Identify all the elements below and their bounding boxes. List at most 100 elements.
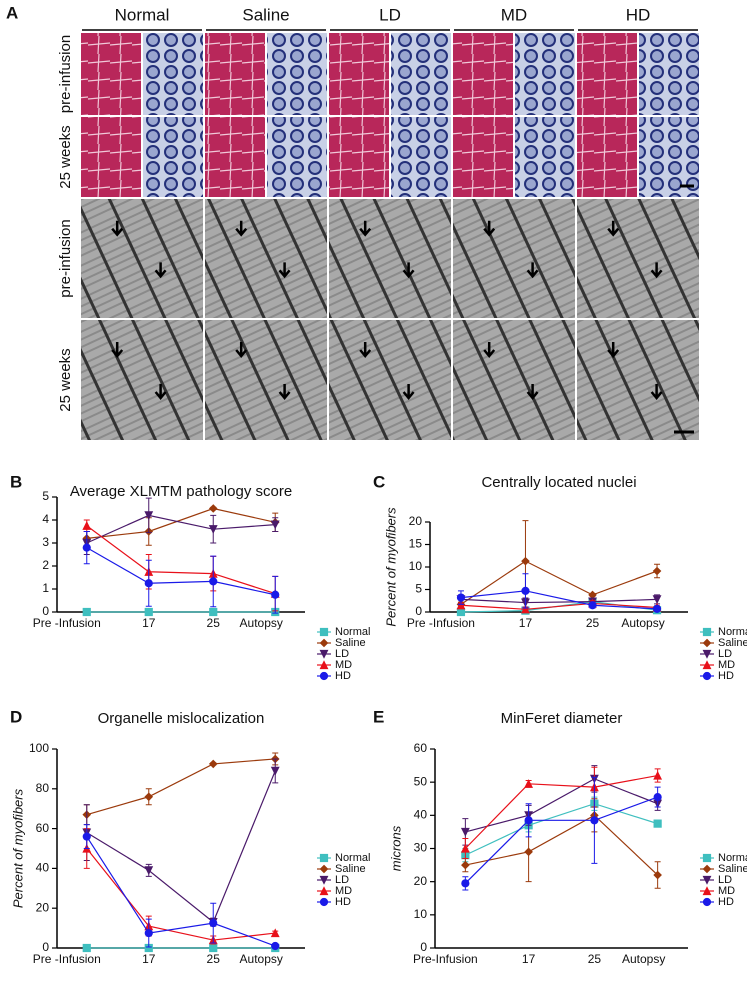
row-label: 25 weeks — [57, 348, 74, 411]
y-tick-label: 60 — [414, 741, 428, 755]
legend-marker — [319, 649, 329, 659]
data-point — [208, 759, 218, 769]
he-micrograph — [81, 117, 141, 197]
em-micrograph — [329, 320, 451, 440]
em-micrograph — [453, 320, 575, 440]
series-line — [465, 814, 659, 876]
data-point — [524, 779, 534, 788]
data-point — [209, 607, 218, 617]
legend-marker — [702, 638, 712, 648]
data-point — [588, 601, 597, 610]
data-point — [144, 607, 153, 617]
legend-label: Normal — [718, 626, 747, 638]
toluidine-micrograph — [391, 33, 451, 115]
data-point — [270, 520, 280, 530]
series-line — [86, 758, 276, 816]
y-tick-label: 0 — [42, 604, 49, 618]
data-point — [521, 556, 530, 566]
em-micrograph — [81, 199, 203, 318]
row-label: pre-infusion — [57, 35, 74, 113]
y-tick-label: 10 — [414, 907, 428, 921]
legend-marker — [319, 853, 329, 863]
y-tick-label: 100 — [29, 741, 49, 755]
panel-label: D — [10, 707, 22, 726]
data-point — [653, 770, 663, 780]
arrow — [483, 342, 496, 358]
he-micrograph — [329, 117, 389, 197]
x-tick-label: Pre -Infusion — [33, 616, 101, 630]
y-tick-label: 0 — [420, 940, 427, 954]
y-tick-label: 40 — [36, 861, 50, 875]
he-micrograph — [205, 117, 265, 197]
arrow — [278, 384, 291, 400]
row-label: 25 weeks — [57, 125, 74, 188]
y-tick-label: 20 — [414, 874, 428, 888]
x-tick-label: Pre-Infusion — [413, 952, 478, 966]
legend-label: LD — [718, 648, 732, 660]
arrow — [483, 220, 496, 237]
y-tick-label: 3 — [42, 535, 49, 549]
he-micrograph — [205, 33, 265, 115]
arrow — [235, 220, 248, 237]
legend-label: LD — [718, 874, 732, 886]
he-micrograph — [577, 33, 637, 115]
series-line — [86, 525, 276, 595]
column-header: MD — [501, 5, 527, 24]
y-tick-label: 40 — [414, 808, 428, 822]
y-axis-label: Percent of myofibers — [10, 788, 25, 908]
toluidine-micrograph — [639, 117, 699, 197]
arrow — [402, 262, 415, 279]
data-point — [271, 590, 280, 599]
y-tick-label: 60 — [36, 821, 50, 835]
data-point — [82, 607, 91, 617]
y-tick-label: 10 — [409, 559, 423, 573]
y-tick-label: 0 — [42, 940, 49, 954]
data-point — [208, 525, 218, 534]
arrow — [278, 262, 291, 279]
series-line — [460, 590, 658, 610]
data-point — [209, 919, 218, 928]
data-point — [209, 943, 218, 953]
data-point — [461, 879, 470, 888]
legend-label: HD — [718, 896, 734, 908]
em-micrograph — [453, 199, 575, 318]
toluidine-micrograph — [515, 117, 575, 197]
legend-marker — [702, 853, 712, 863]
x-tick-label: Autopsy — [621, 616, 664, 630]
legend-marker — [319, 897, 329, 907]
data-point — [521, 604, 530, 614]
legend-marker — [319, 864, 329, 874]
he-micrograph — [81, 33, 141, 115]
x-tick-label: 25 — [207, 616, 221, 630]
data-point — [456, 593, 466, 602]
data-point — [460, 827, 470, 837]
em-micrograph — [205, 199, 327, 318]
arrow — [235, 342, 248, 358]
legend-marker — [319, 886, 329, 896]
series-line — [460, 602, 658, 610]
legend-marker — [702, 660, 712, 670]
data-point — [144, 511, 154, 521]
column-header: HD — [626, 5, 651, 24]
data-point — [82, 943, 91, 953]
legend-label: HD — [335, 896, 351, 908]
data-point — [82, 543, 91, 552]
data-point — [271, 941, 280, 951]
legend-marker — [702, 886, 712, 896]
legend-marker — [702, 875, 712, 885]
data-point — [144, 792, 154, 802]
y-tick-label: 30 — [414, 841, 428, 855]
row-label: pre-infusion — [57, 219, 74, 297]
legend-marker — [319, 660, 329, 670]
x-tick-label: 25 — [588, 952, 602, 966]
data-point — [653, 819, 662, 828]
x-tick-label: 25 — [586, 616, 600, 630]
toluidine-micrograph — [391, 117, 451, 197]
x-tick-label: Pre -Infusion — [33, 952, 101, 966]
y-axis-label: Percent of myofibers — [383, 507, 398, 627]
x-tick-label: Autopsy — [240, 952, 283, 966]
legend-marker — [702, 864, 712, 874]
y-tick-label: 5 — [415, 582, 422, 596]
data-point — [144, 866, 154, 876]
arrow — [154, 384, 167, 400]
